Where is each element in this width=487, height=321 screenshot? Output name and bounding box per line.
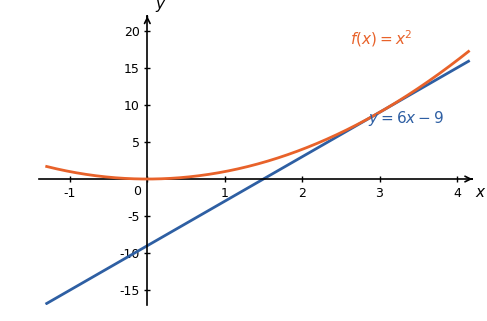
Text: $f(x) = x^2$: $f(x) = x^2$ [350, 29, 412, 49]
Text: $y$: $y$ [155, 0, 167, 14]
Text: $x$: $x$ [475, 185, 487, 200]
Text: 0: 0 [133, 185, 141, 198]
Text: $y = 6x - 9$: $y = 6x - 9$ [368, 108, 444, 128]
